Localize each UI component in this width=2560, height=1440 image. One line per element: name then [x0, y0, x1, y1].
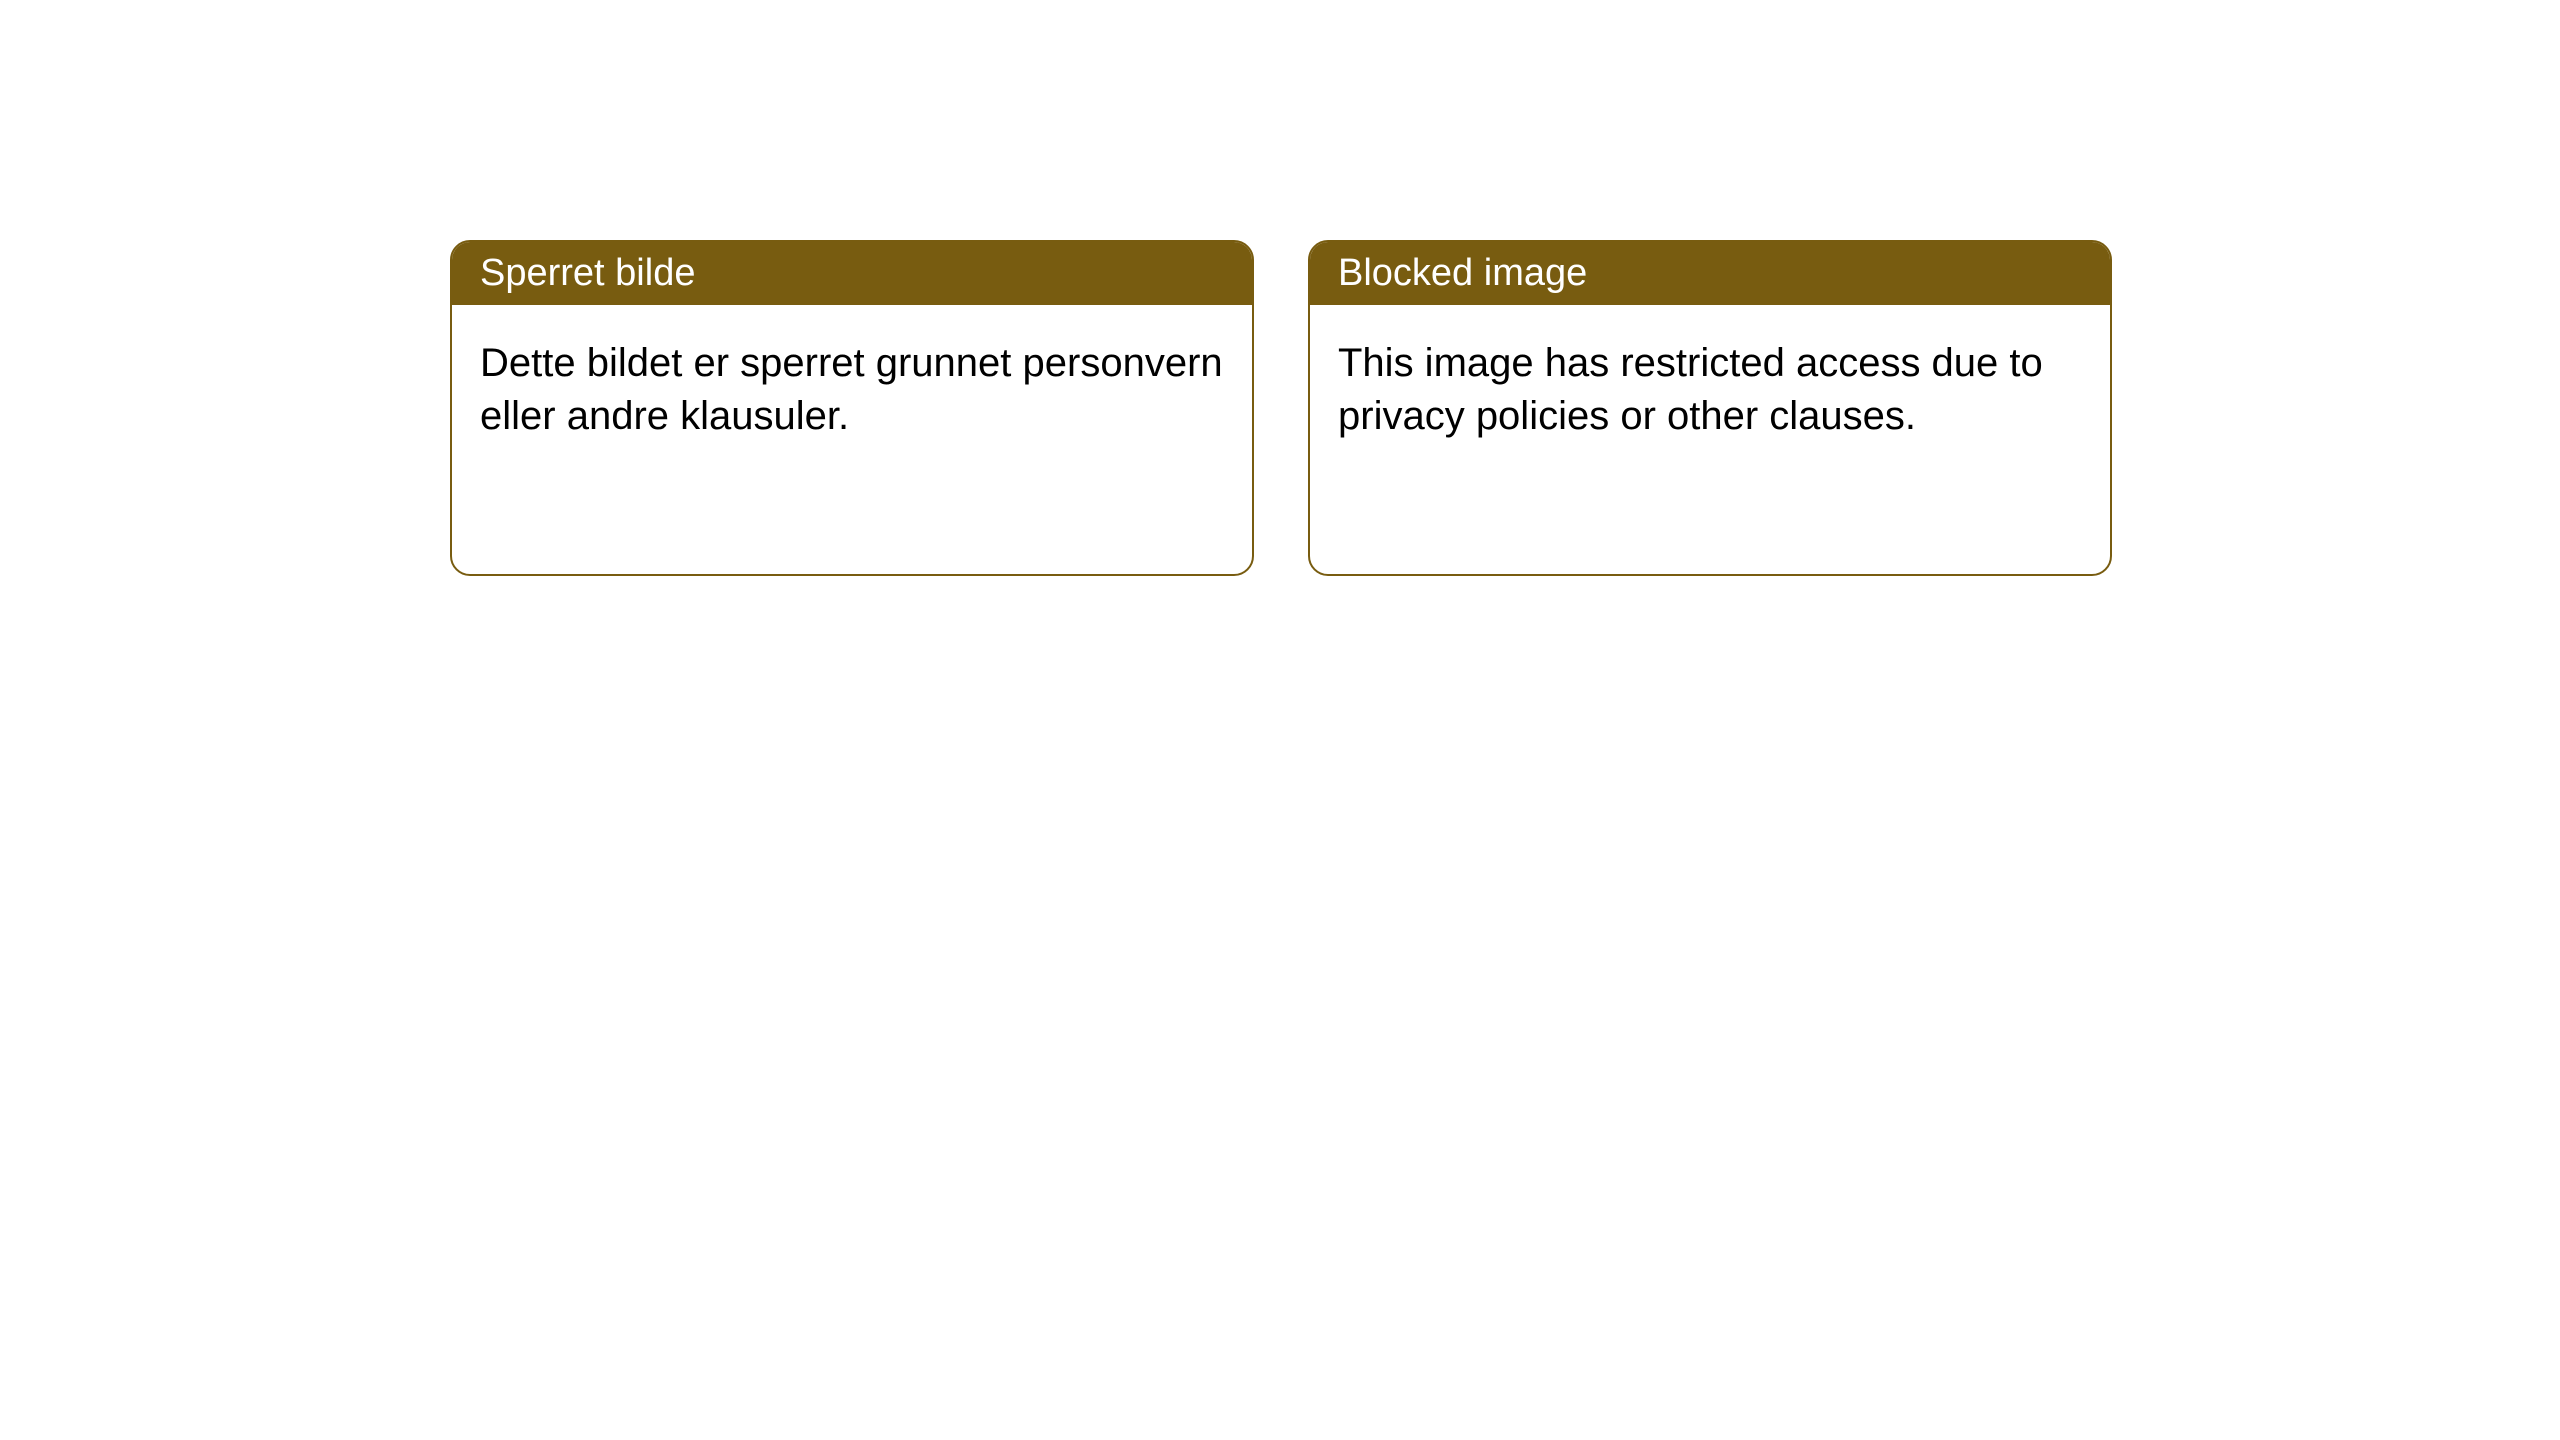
card-header: Sperret bilde [452, 242, 1252, 305]
card-title: Sperret bilde [480, 252, 695, 294]
notice-container: Sperret bilde Dette bildet er sperret gr… [0, 0, 2560, 576]
blocked-image-card-no: Sperret bilde Dette bildet er sperret gr… [450, 240, 1254, 576]
blocked-image-card-en: Blocked image This image has restricted … [1308, 240, 2112, 576]
card-body: This image has restricted access due to … [1310, 305, 2110, 475]
card-title: Blocked image [1338, 252, 1587, 294]
card-body: Dette bildet er sperret grunnet personve… [452, 305, 1252, 475]
card-body-text: Dette bildet er sperret grunnet personve… [480, 341, 1223, 438]
card-header: Blocked image [1310, 242, 2110, 305]
card-body-text: This image has restricted access due to … [1338, 341, 2043, 438]
